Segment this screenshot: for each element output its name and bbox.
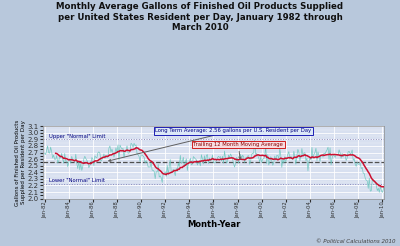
Text: Long Term Average: 2.56 gallons per U.S. Resident per Day: Long Term Average: 2.56 gallons per U.S.…: [109, 128, 311, 161]
X-axis label: Month-Year: Month-Year: [187, 219, 240, 229]
Text: © Political Calculations 2010: © Political Calculations 2010: [316, 239, 396, 244]
Text: Lower "Normal" Limit: Lower "Normal" Limit: [49, 178, 105, 183]
Text: Monthly Average Gallons of Finished Oil Products Supplied
per United States Resi: Monthly Average Gallons of Finished Oil …: [56, 2, 344, 32]
Text: Upper "Normal" Limit: Upper "Normal" Limit: [49, 134, 105, 139]
Y-axis label: Gallons of Finished Oil Products
Supplied per Resident per Day: Gallons of Finished Oil Products Supplie…: [15, 119, 26, 206]
Text: Trailing 12 Month Moving Average: Trailing 12 Month Moving Average: [193, 142, 283, 159]
